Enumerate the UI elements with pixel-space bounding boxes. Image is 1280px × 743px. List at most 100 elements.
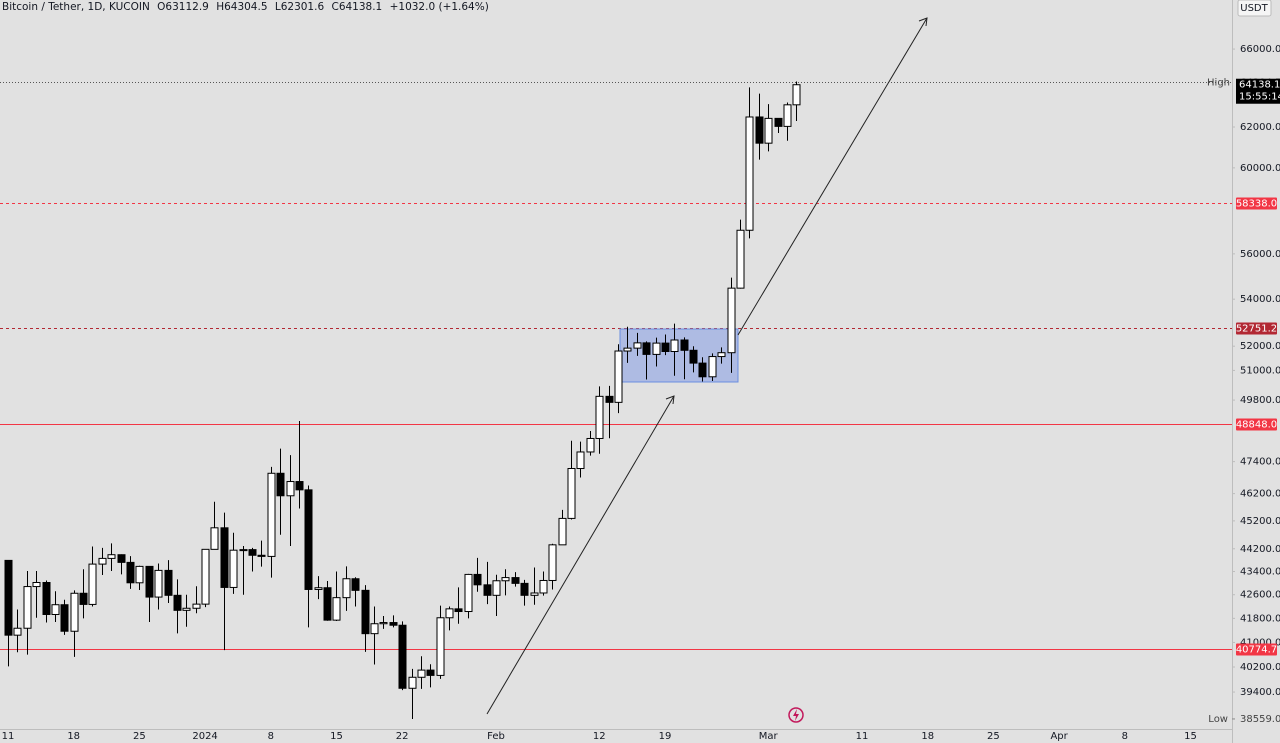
candle-body [314, 587, 323, 590]
candle-body [276, 472, 285, 497]
y-tick-label: 52000.0 [1240, 341, 1280, 352]
candle-body [248, 549, 257, 556]
x-tick-label: 19 [659, 731, 672, 742]
price-label-box [1236, 643, 1277, 656]
candle-body [173, 594, 182, 611]
candle-body [192, 603, 201, 609]
candle-body [633, 342, 642, 349]
candle-body [408, 676, 417, 689]
high-name: High [1207, 78, 1230, 89]
candle-body [13, 627, 22, 636]
candle-body [530, 592, 539, 596]
candle-body [4, 559, 13, 636]
axis-background [1232, 0, 1280, 743]
candle-body [426, 669, 435, 676]
candle-body [595, 395, 604, 439]
candle-body [661, 342, 670, 352]
candle-body [51, 604, 60, 615]
candle-body [717, 352, 726, 358]
candle-body [351, 578, 360, 591]
candle-body [107, 554, 116, 559]
countdown: 15:55:14 [1239, 92, 1280, 103]
open: O63112.9 [157, 1, 209, 13]
price-label: 58338.0 [1236, 199, 1277, 210]
y-tick-label: 46200.0 [1240, 489, 1280, 500]
currency: USDT [1240, 3, 1268, 14]
low-name: Low [1208, 714, 1228, 725]
y-tick-label: 66000.0 [1240, 44, 1280, 55]
candle-body [680, 339, 689, 351]
candle-body [154, 569, 163, 598]
y-tick-label: 54000.0 [1240, 294, 1280, 305]
candle-body [323, 587, 332, 621]
candle-body [445, 608, 454, 619]
low-label: 38559.0 [1240, 714, 1280, 725]
x-tick-label: 18 [921, 731, 934, 742]
change: +1032.0 (+1.64%) [390, 1, 489, 13]
candle-body [642, 342, 651, 355]
y-tick-label: 42600.0 [1240, 590, 1280, 601]
candle-body [783, 104, 792, 127]
y-tick-label: 40200.0 [1240, 662, 1280, 673]
candle-body [614, 350, 623, 403]
candle-body [727, 287, 736, 354]
candle-body [623, 347, 632, 352]
candle-body [689, 349, 698, 364]
candle-body [539, 579, 548, 594]
candle-body [670, 339, 679, 352]
price-lines [0, 82, 1232, 650]
x-tick-label: 11 [856, 731, 869, 742]
candle-body [126, 561, 135, 584]
candle-body [23, 586, 32, 629]
candle-body [454, 608, 463, 613]
arrow [737, 17, 928, 336]
y-tick-label: 44200.0 [1240, 544, 1280, 555]
x-tick-label: 11 [2, 731, 15, 742]
last-price-box [1236, 78, 1280, 104]
y-tick-label: 43400.0 [1240, 567, 1280, 578]
candle-body [558, 517, 567, 546]
candle-body [117, 554, 126, 563]
x-tick-label: Mar [759, 731, 779, 742]
candle-body [483, 584, 492, 596]
candle-body [239, 549, 248, 552]
candle-body [295, 481, 304, 491]
symbol: Bitcoin / Tether, 1D, KUCOIN [2, 1, 150, 13]
high: H64304.5 [216, 1, 267, 13]
candle-body [361, 589, 370, 635]
y-tick-label: 39400.0 [1240, 687, 1280, 698]
candle-body [708, 356, 717, 378]
low: L62301.6 [275, 1, 325, 13]
candle-body [792, 84, 801, 106]
candle-body [79, 592, 88, 605]
candle-body [436, 617, 445, 676]
candle-body [736, 229, 745, 289]
price-label-box [1236, 197, 1277, 210]
y-tick-label: 56000.0 [1240, 249, 1280, 260]
arrow-head [665, 395, 675, 405]
candle-body [698, 362, 707, 378]
x-tick-label: 25 [133, 731, 146, 742]
price-label: 52751.2 [1236, 324, 1277, 335]
candle-body [182, 607, 191, 611]
x-tick-label: 12 [593, 731, 606, 742]
currency-box[interactable] [1237, 0, 1272, 17]
candle-body [42, 582, 51, 615]
candle-body [210, 527, 219, 550]
x-tick-label: Feb [487, 731, 505, 742]
candle-body [492, 580, 501, 596]
x-tick-label: 22 [396, 731, 409, 742]
x-tick-label: 15 [1184, 731, 1197, 742]
candle-body [98, 557, 107, 565]
candle-body [586, 437, 595, 453]
y-tick-label: 47400.0 [1240, 457, 1280, 468]
x-tick-label: Apr [1050, 731, 1068, 742]
candle-body [257, 554, 266, 557]
candle-body [745, 116, 754, 231]
y-tick-label: 49800.0 [1240, 395, 1280, 406]
x-tick-label: 25 [987, 731, 1000, 742]
candles [4, 81, 801, 719]
candle-body [464, 573, 473, 613]
